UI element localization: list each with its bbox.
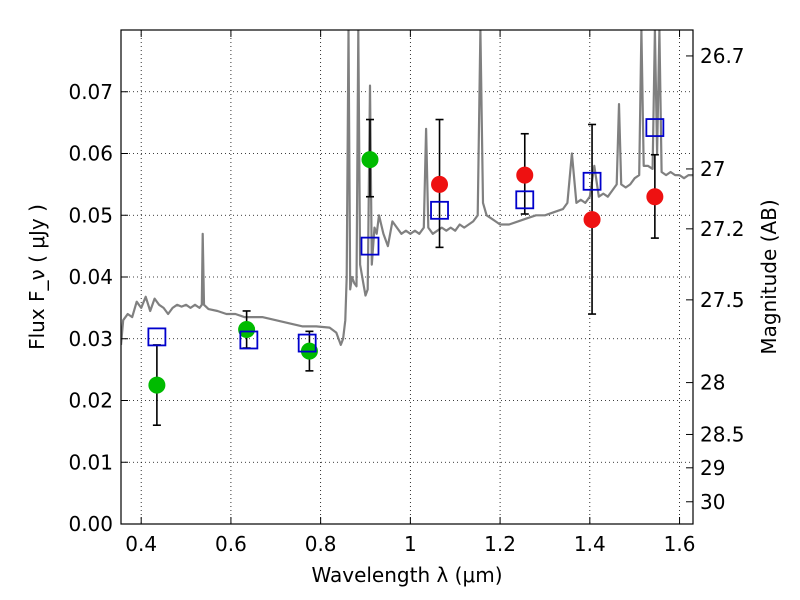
red-data-point: [583, 211, 601, 229]
right-tick-label: 28.5: [700, 422, 745, 446]
green-data-point: [361, 151, 379, 169]
right-tick-label: 29: [700, 456, 725, 480]
model-square-point: [239, 330, 259, 350]
x-tick-label: 1: [404, 532, 417, 556]
right-tick-label: 26.7: [700, 44, 745, 68]
spectrum: [121, 30, 693, 346]
y-axis-label-text: Flux F_ν ( μJy ): [25, 204, 49, 350]
data-markers: [147, 118, 665, 394]
right-tick-label: 30: [700, 490, 725, 514]
x-tick-label: 0.6: [215, 532, 247, 556]
y-tick-label: 0.06: [68, 142, 113, 166]
model-square-point: [582, 171, 602, 191]
model-square-point: [430, 200, 449, 220]
right-tick-label: 28: [700, 371, 725, 395]
spectrum-line: [121, 30, 693, 346]
model-square-point: [515, 190, 535, 210]
x-tick-label: 0.8: [305, 532, 337, 556]
y-tick-label: 0.00: [68, 512, 113, 536]
red-data-point: [431, 175, 449, 193]
x-tick-label: 1.2: [484, 532, 516, 556]
model-square-point: [147, 327, 167, 347]
x-axis-label: Wavelength λ (μm): [311, 563, 502, 587]
x-tick-label: 0.4: [125, 532, 157, 556]
red-data-point: [646, 188, 664, 206]
y-tick-label: 0.02: [68, 389, 113, 413]
y-tick-label: 0.01: [68, 450, 113, 474]
model-square-point: [297, 333, 317, 353]
axis-ticks: 0.4 0.6 0.8 1 1.2 1.4 1.6 0.00 0.01 0.02 0.03 0.04 0…: [68, 30, 745, 556]
right-tick-label: 27.5: [700, 288, 745, 312]
y-tick-label: 0.03: [68, 327, 113, 351]
model-square-point: [645, 118, 665, 137]
model-square-point: [360, 236, 380, 256]
y-tick-label: 0.07: [68, 80, 113, 104]
y-axis-label: Flux F_ν ( μJy ): [25, 204, 49, 350]
x-tick-label: 1.6: [664, 532, 696, 556]
x-tick-label: 1.4: [574, 532, 606, 556]
green-data-point: [238, 320, 256, 338]
right-tick-label: 27.2: [700, 217, 745, 241]
green-data-point: [148, 376, 166, 394]
y-tick-label: 0.05: [68, 203, 113, 227]
right-axis-label: Magnitude (AB): [757, 199, 781, 354]
right-tick-label: 27: [700, 157, 725, 181]
y-tick-label: 0.04: [68, 265, 113, 289]
red-data-point: [516, 166, 534, 184]
